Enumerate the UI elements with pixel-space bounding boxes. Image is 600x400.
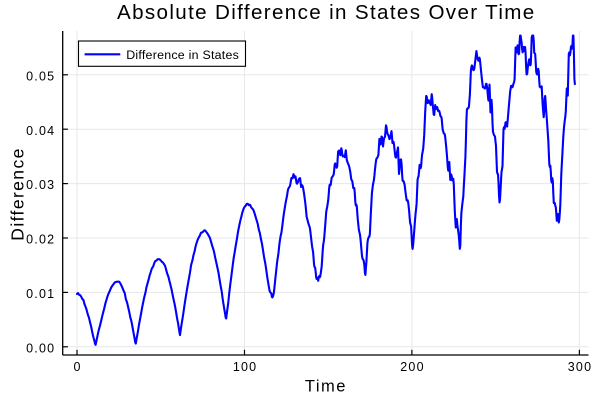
svg-text:0.04: 0.04: [26, 124, 55, 138]
svg-text:Time: Time: [305, 378, 347, 396]
svg-text:0.03: 0.03: [26, 178, 55, 192]
svg-text:0.02: 0.02: [26, 233, 55, 247]
svg-text:100: 100: [233, 360, 257, 374]
svg-text:Difference in States: Difference in States: [126, 48, 239, 62]
svg-text:300: 300: [568, 360, 592, 374]
svg-text:0: 0: [74, 360, 82, 374]
svg-text:0.05: 0.05: [26, 69, 55, 83]
svg-text:0.00: 0.00: [26, 341, 55, 355]
svg-text:Difference: Difference: [7, 147, 27, 240]
svg-text:200: 200: [400, 360, 424, 374]
svg-text:0.01: 0.01: [26, 287, 55, 301]
svg-text:Absolute Difference in States: Absolute Difference in States Over Time: [117, 1, 536, 24]
